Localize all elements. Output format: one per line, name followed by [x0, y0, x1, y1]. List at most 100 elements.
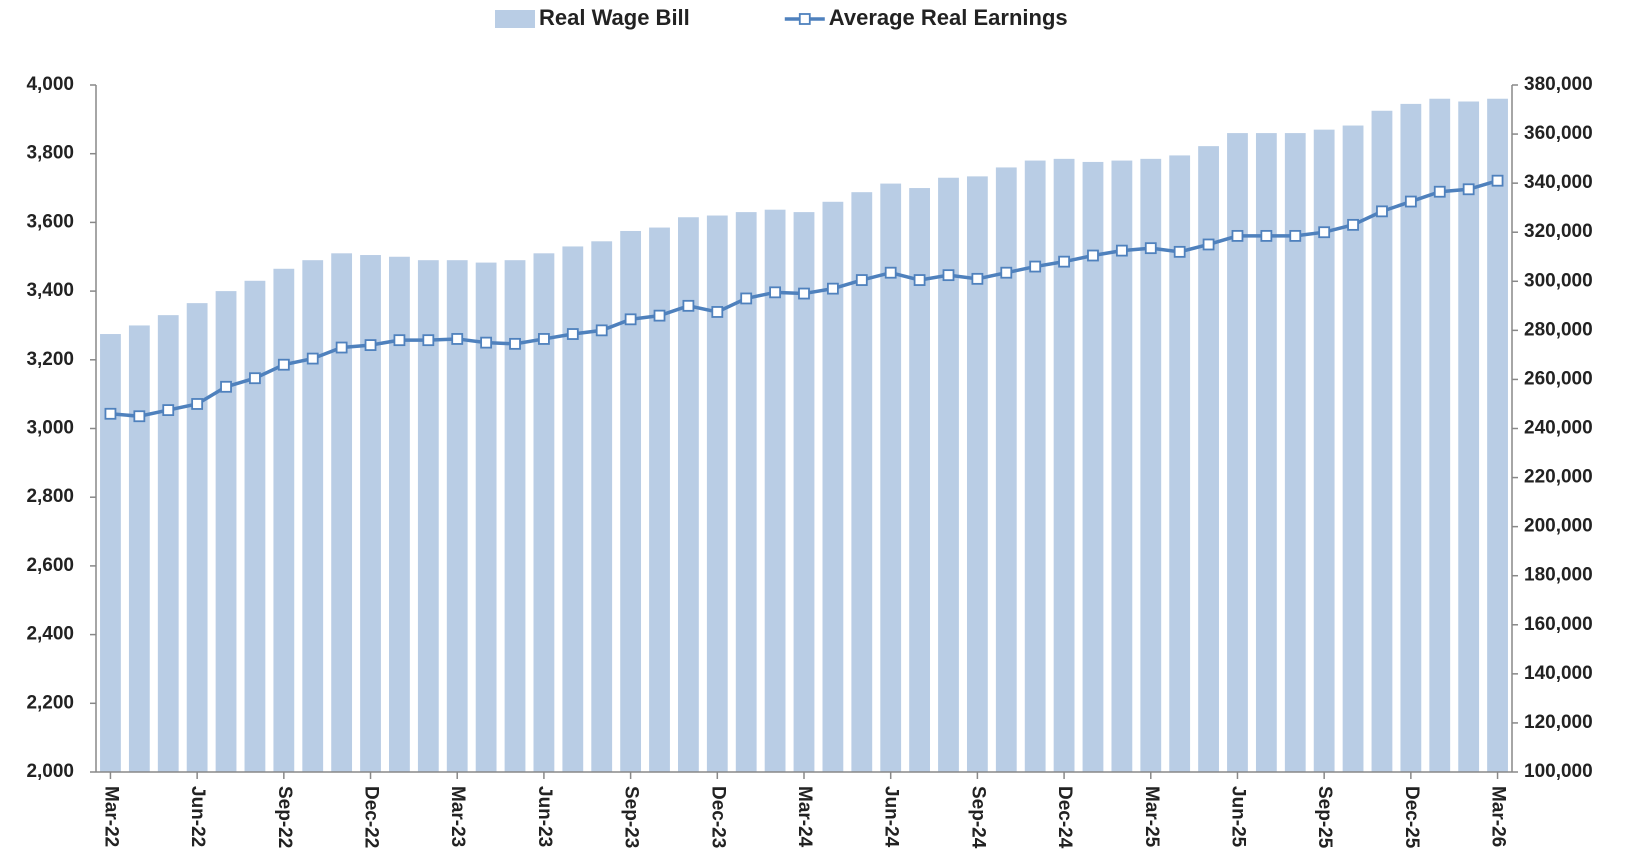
marker: [595, 324, 608, 337]
bar: [678, 217, 699, 772]
bar: [1198, 146, 1219, 772]
bar: [1400, 103, 1422, 772]
marker: [682, 299, 695, 312]
y-tick-label: 3,800: [26, 143, 74, 164]
y2-tick-label: 380,000: [1524, 74, 1593, 95]
x-tick-label: Sep-23: [621, 786, 642, 848]
marker: [249, 372, 261, 385]
bar: [649, 227, 670, 773]
bar: [215, 291, 237, 772]
bar: [1082, 161, 1104, 773]
x-tick-label: Mar-24: [794, 786, 815, 848]
y2-tick-label: 100,000: [1524, 761, 1593, 782]
bar: [533, 253, 555, 772]
x-tick-label: Dec-24: [1054, 786, 1075, 849]
marker: [364, 339, 377, 351]
bar: [966, 176, 988, 773]
marker: [133, 410, 146, 423]
marker: [509, 337, 521, 350]
bar: [620, 230, 642, 773]
y2-tick-label: 120,000: [1524, 712, 1593, 733]
marker: [913, 274, 926, 286]
bar: [273, 268, 295, 772]
x-tick-label: Mar-25: [1141, 786, 1162, 848]
y-tick-label: 3,400: [26, 280, 74, 301]
marker: [1404, 195, 1417, 208]
marker: [971, 272, 984, 285]
marker: [1318, 226, 1331, 239]
y2-tick-label: 160,000: [1524, 614, 1593, 635]
bar: [1429, 98, 1451, 773]
bar: [1227, 133, 1248, 773]
bar: [128, 325, 150, 772]
bar: [446, 260, 468, 772]
y2-tick-label: 180,000: [1524, 565, 1593, 586]
bar: [100, 334, 121, 772]
bar: [1342, 125, 1364, 772]
y2-tick-label: 200,000: [1524, 516, 1593, 537]
y2-tick-label: 360,000: [1524, 123, 1593, 144]
bar: [909, 188, 930, 773]
marker: [277, 358, 290, 371]
marker: [826, 282, 839, 295]
x-tick-label: Mar-26: [1488, 786, 1509, 847]
legend-label: Average Real Earnings: [829, 5, 1068, 30]
marker: [1058, 255, 1070, 268]
bar: [562, 246, 584, 772]
marker: [1433, 185, 1446, 198]
bar: [1255, 133, 1277, 773]
x-tick-label: Jun-25: [1227, 786, 1248, 848]
marker: [1173, 245, 1186, 258]
x-tick-label: Jun-22: [187, 786, 208, 847]
bar: [591, 241, 613, 773]
bar: [1371, 110, 1393, 772]
marker: [422, 334, 435, 347]
bar: [360, 255, 381, 773]
y2-tick-label: 280,000: [1524, 319, 1593, 340]
bar: [1024, 160, 1046, 772]
bar: [764, 209, 786, 773]
x-tick-label: Dec-25: [1401, 786, 1422, 849]
bar: [851, 192, 873, 772]
marker: [769, 286, 782, 299]
marker: [480, 336, 493, 349]
bar: [417, 260, 439, 772]
legend-swatch: [495, 10, 535, 28]
marker: [162, 404, 175, 416]
marker: [740, 292, 753, 305]
y2-tick-label: 300,000: [1524, 270, 1593, 291]
marker: [566, 328, 579, 340]
marker: [1202, 238, 1215, 251]
bar: [186, 303, 208, 772]
y2-tick-label: 220,000: [1524, 467, 1593, 488]
x-tick-label: Dec-23: [707, 786, 728, 848]
marker: [1260, 229, 1273, 242]
legend-marker: [798, 13, 811, 25]
bar: [331, 253, 353, 772]
y2-tick-label: 140,000: [1524, 663, 1593, 684]
bar: [244, 280, 266, 772]
bar: [1140, 158, 1162, 773]
x-tick-label: Sep-22: [274, 786, 295, 848]
y2-tick-label: 260,000: [1524, 368, 1593, 389]
x-tick-label: Sep-24: [967, 786, 988, 849]
legend-label: Real Wage Bill: [539, 5, 690, 30]
bar: [822, 201, 844, 773]
y-tick-label: 2,600: [26, 555, 74, 576]
marker: [653, 309, 666, 322]
x-tick-label: Jun-23: [534, 786, 555, 847]
x-tick-label: Sep-25: [1314, 786, 1335, 849]
marker: [393, 334, 406, 347]
y-tick-label: 3,000: [26, 418, 74, 439]
y-tick-label: 3,200: [26, 349, 74, 370]
y-tick-label: 2,400: [26, 624, 74, 645]
bar: [389, 256, 410, 772]
bar: [938, 177, 959, 772]
marker: [942, 269, 955, 282]
x-tick-label: Jun-24: [881, 786, 902, 848]
bar: [1169, 155, 1191, 773]
marker: [798, 287, 810, 300]
bar: [793, 212, 815, 773]
bar: [880, 183, 902, 773]
marker: [104, 407, 117, 420]
